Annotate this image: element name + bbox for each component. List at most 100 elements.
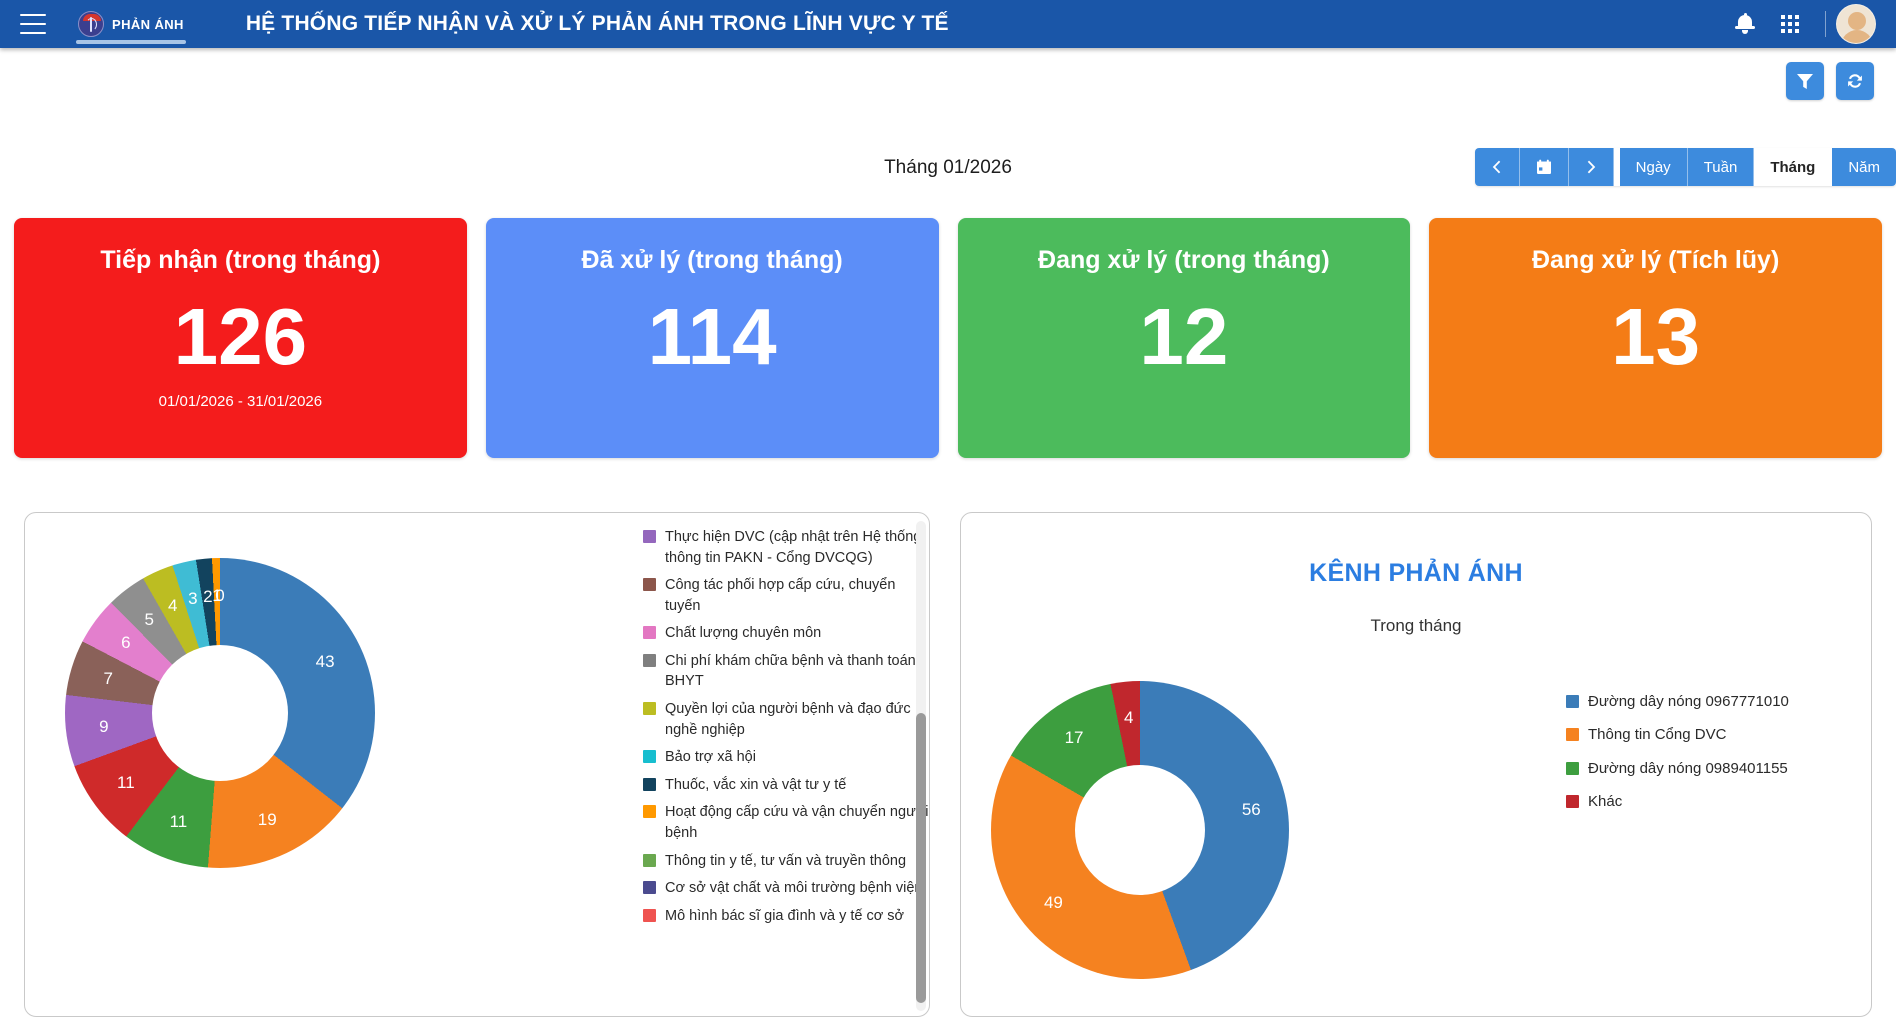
donut-ring [991, 681, 1289, 979]
legend-item[interactable]: Thông tin y tế, tư vấn và truyền thông [643, 851, 929, 872]
kpi-value: 114 [647, 292, 777, 381]
chart-subtitle: Trong tháng [1370, 616, 1462, 635]
legend-item-label: Thông tin Cổng DVC [1588, 726, 1727, 744]
chevron-right-icon [1587, 160, 1595, 174]
legend-list: Đường dây nóng 0967771010 Thông tin Cổng … [1566, 691, 1789, 812]
legend-color-swatch [1566, 761, 1579, 775]
period-label: Tháng 01/2026 [884, 157, 1012, 178]
legend-color-swatch [643, 881, 656, 895]
donut-chart-kenh[interactable]: 56 49 17 4 [991, 681, 1289, 979]
legend-color-swatch [643, 530, 656, 543]
kpi-value: 13 [1611, 292, 1701, 381]
legend-item[interactable]: Đường dây nóng 0967771010 [1566, 691, 1789, 712]
toolbar-actions [1786, 62, 1874, 100]
donut-hole [1075, 765, 1205, 895]
legend-item[interactable]: Chất lượng chuyên môn [643, 623, 929, 644]
legend-linh-vuc[interactable]: Thực hiện DVC (cập nhật trên Hệ thống th… [633, 513, 929, 1016]
legend-item-label: Chi phí khám chữa bệnh và thanh toán BHY… [665, 652, 916, 690]
chart-card-linh-vuc: 43 19 11 11 9 7 6 5 4 3 2 1 0 Thực hiện DVC (cập nhậ… [24, 512, 930, 1017]
kpi-subtext: 01/01/2026 - 31/01/2026 [158, 393, 323, 410]
kpi-card-da-xu-ly[interactable]: Đã xử lý (trong tháng) 114 [485, 218, 939, 458]
legend-item-label: Cơ sở vật chất và môi trường bệnh viện [665, 880, 923, 897]
grid-apps-icon [1781, 15, 1799, 33]
legend-item[interactable]: Thuốc, vắc xin và vật tư y tế [643, 775, 929, 796]
legend-color-swatch [643, 626, 656, 640]
filter-funnel-icon [1797, 74, 1813, 89]
legend-color-swatch [643, 702, 656, 716]
legend-item-label: Đường dây nóng 0989401155 [1588, 759, 1788, 777]
apps-button[interactable] [1781, 15, 1799, 33]
header-divider [1825, 11, 1826, 37]
legend-item[interactable]: Mô hình bác sĩ gia đình và y tế cơ sở [643, 906, 929, 927]
legend-item-label: Hoạt động cấp cứu và vận chuyển người bệ… [665, 804, 929, 841]
legend-item[interactable]: Đường dây nóng 0989401155 [1566, 758, 1789, 779]
legend-item-label: Công tác phối hợp cấp cứu, chuyển tuyến [665, 577, 896, 614]
notifications-button[interactable] [1735, 12, 1755, 35]
legend-color-swatch [643, 653, 656, 667]
header-actions [1735, 4, 1896, 44]
brand-label: PHẢN ÁNH [112, 16, 184, 32]
legend-item-label: Thực hiện DVC (cập nhật trên Hệ thống th… [665, 529, 922, 566]
legend-item[interactable]: Khác [1566, 791, 1789, 812]
legend-color-swatch [1566, 695, 1579, 709]
hamburger-menu-icon[interactable] [20, 14, 46, 34]
next-period-button[interactable] [1568, 148, 1614, 186]
legend-item[interactable]: Cơ sở vật chất và môi trường bệnh viện [643, 878, 929, 899]
calendar-picker-button[interactable] [1519, 148, 1569, 186]
donut-hole [152, 645, 288, 781]
app-header: PHẢN ÁNH HỆ THỐNG TIẾP NHẬN VÀ XỬ LÝ PHẢ… [0, 0, 1896, 48]
kpi-value: 126 [173, 292, 308, 381]
legend-color-swatch [643, 777, 656, 791]
legend-item[interactable]: Công tác phối hợp cấp cứu, chuyển tuyến [643, 575, 929, 616]
period-range-tuan[interactable]: Tuần [1687, 148, 1755, 186]
calendar-icon [1536, 159, 1551, 174]
refresh-button[interactable] [1836, 62, 1874, 100]
kpi-value: 12 [1139, 292, 1229, 381]
refresh-sync-icon [1848, 74, 1862, 88]
legend-item[interactable]: Hoạt động cấp cứu và vận chuyển người bệ… [643, 802, 929, 843]
legend-item-label: Quyền lợi của người bệnh và đạo đức nghề… [665, 701, 911, 738]
filter-button[interactable] [1786, 62, 1824, 100]
period-range-thang[interactable]: Tháng [1754, 148, 1833, 186]
legend-scrollbar-thumb[interactable] [916, 713, 926, 1003]
user-menu[interactable] [1825, 4, 1876, 44]
legend-color-swatch [643, 853, 656, 867]
legend-item[interactable]: Thông tin Cổng DVC [1566, 724, 1789, 745]
legend-color-swatch [643, 908, 656, 922]
legend-item-label: Thuốc, vắc xin và vật tư y tế [665, 776, 847, 793]
chevron-left-icon [1492, 160, 1500, 174]
legend-item-label: Đường dây nóng 0967771010 [1588, 693, 1789, 710]
donut-chart-linh-vuc[interactable]: 43 19 11 11 9 7 6 5 4 3 2 1 0 [65, 558, 375, 868]
legend-item[interactable]: Thực hiện DVC (cập nhật trên Hệ thống th… [643, 527, 929, 568]
kpi-card-dang-xu-ly-tich-luy[interactable]: Đang xử lý (Tích lũy) 13 [1429, 218, 1882, 458]
kpi-title: Đang xử lý (Tích lũy) [1531, 246, 1780, 274]
avatar[interactable] [1836, 4, 1876, 44]
kpi-title: Đã xử lý (trong tháng) [581, 246, 843, 274]
legend-item[interactable]: Quyền lợi của người bệnh và đạo đức nghề… [643, 699, 929, 740]
period-range-ngay[interactable]: Ngày [1619, 148, 1688, 186]
prev-period-button[interactable] [1474, 148, 1520, 186]
kpi-card-tiep-nhan[interactable]: Tiếp nhận (trong tháng) 126 01/01/2026 -… [14, 218, 467, 458]
chart-cards: 43 19 11 11 9 7 6 5 4 3 2 1 0 Thực hiện DVC (cập nhậ… [24, 512, 1872, 1017]
legend-item-label: Bảo trợ xã hội [665, 749, 756, 766]
legend-color-swatch [1566, 728, 1579, 742]
brand-tab-phan-anh[interactable]: PHẢN ÁNH [64, 0, 198, 48]
kpi-cards: Tiếp nhận (trong tháng) 126 01/01/2026 -… [14, 218, 1882, 458]
kpi-card-dang-xu-ly-thang[interactable]: Đang xử lý (trong tháng) 12 [957, 218, 1411, 458]
legend-item-label: Khác [1588, 792, 1623, 810]
legend-color-swatch [643, 750, 656, 764]
legend-item-label: Chất lượng chuyên môn [665, 625, 822, 642]
page-title: HỆ THỐNG TIẾP NHẬN VÀ XỬ LÝ PHẢN ÁNH TRO… [245, 12, 949, 35]
legend-item-label: Thông tin y tế, tư vấn và truyền thông [665, 852, 907, 869]
legend-list: Thực hiện DVC (cập nhật trên Hệ thống th… [643, 527, 929, 927]
period-range-nam[interactable]: Năm [1832, 148, 1896, 186]
legend-item[interactable]: Chi phí khám chữa bệnh và thanh toán BHY… [643, 651, 929, 692]
kpi-title: Tiếp nhận (trong tháng) [100, 246, 381, 274]
chart-title: KÊNH PHẢN ÁNH [1309, 559, 1523, 587]
legend-color-swatch [643, 578, 656, 592]
legend-color-swatch [643, 805, 656, 819]
medical-emblem-icon [78, 11, 104, 37]
period-bar: Tháng 01/2026 Ngày Tuần Tháng Năm [0, 148, 1896, 188]
legend-kenh-phan-anh: Đường dây nóng 0967771010 Thông tin Cổng … [1566, 691, 1789, 824]
legend-item[interactable]: Bảo trợ xã hội [643, 747, 929, 768]
